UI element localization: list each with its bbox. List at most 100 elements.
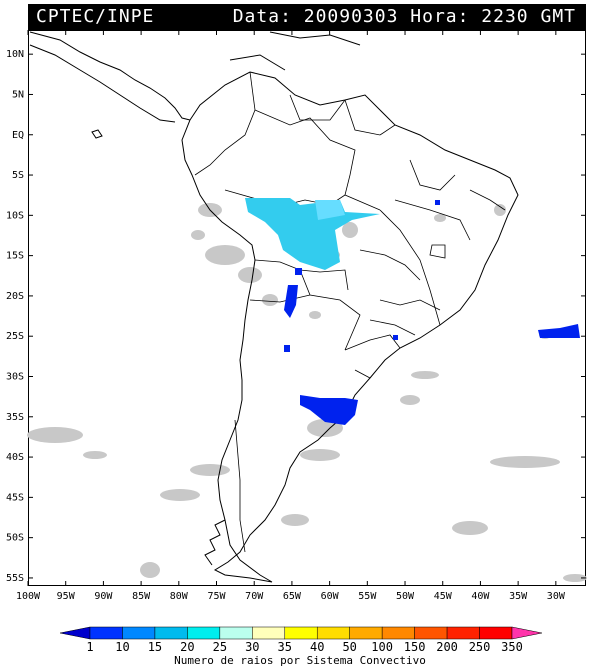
lon-label: 65W — [283, 591, 302, 602]
lon-label: 50W — [396, 591, 415, 602]
border-brazil-states-5 — [359, 249, 421, 281]
lon-label: 70W — [245, 591, 264, 602]
galapagos — [91, 129, 103, 139]
convective-system-blue-2 — [284, 345, 290, 352]
chile-fjords — [204, 519, 226, 566]
lat-label: 15S — [6, 251, 24, 262]
cloud-patch — [281, 514, 309, 526]
legend-value: 30 — [245, 640, 259, 654]
color-legend: 1 10 15 20 25 30 35 40 50 100 150 200 250 350 — [59, 626, 543, 654]
legend-value: 10 — [115, 640, 129, 654]
cloud-patch — [342, 222, 358, 238]
axis-ticks — [27, 30, 586, 586]
border-brazil-states-7 — [369, 319, 416, 336]
legend-swatch — [479, 626, 513, 640]
cloud-patch — [307, 419, 343, 437]
lat-label: 5N — [12, 89, 24, 100]
legend-swatch — [414, 626, 448, 640]
cloud-patch — [160, 489, 200, 501]
border-colombia-ecuador — [194, 71, 256, 176]
border-bolivia-south — [254, 259, 349, 291]
convective-system-blue-small — [393, 335, 398, 340]
legend-value: 15 — [148, 640, 162, 654]
lat-label: 5S — [12, 170, 24, 181]
legend-swatch — [446, 626, 480, 640]
cloud-patch — [140, 562, 160, 578]
legend-swatch — [219, 626, 253, 640]
lon-label: 95W — [57, 591, 76, 602]
legend-value: 50 — [342, 640, 356, 654]
lat-label: 10S — [6, 210, 24, 221]
caribbean-coast-north — [229, 54, 286, 71]
legend-swatch — [252, 626, 286, 640]
convective-system-blue-south — [300, 395, 358, 425]
convective-system-blue-3 — [295, 268, 302, 275]
lon-label: 100W — [16, 591, 41, 602]
longitude-labels: 100W 95W 90W 85W 80W 75W 70W 65W 60W 55W 50W 45W 40W… — [16, 591, 566, 602]
central-america-coast-south — [29, 44, 176, 123]
lon-label: 90W — [94, 591, 113, 602]
coastline — [29, 31, 519, 583]
cloud-patch — [83, 451, 107, 459]
cloud-patch — [434, 214, 446, 222]
legend-value: 1 — [86, 640, 93, 654]
legend-swatch — [89, 626, 123, 640]
border-brazil-states-6 — [379, 299, 441, 311]
lon-label: 45W — [434, 591, 453, 602]
lat-label: 20S — [6, 291, 24, 302]
cloud-patch — [191, 230, 205, 240]
legend-value: 25 — [213, 640, 227, 654]
border-brazil-df — [429, 244, 446, 259]
cloud-patch — [452, 521, 488, 535]
lon-label: 60W — [321, 591, 340, 602]
convective-system-cyan-north — [245, 198, 380, 270]
border-venezuela — [289, 94, 346, 121]
lat-label: 35S — [6, 412, 24, 423]
legend-arrow-right — [511, 626, 543, 640]
lon-label: 30W — [547, 591, 566, 602]
cloud-patch — [494, 204, 506, 216]
cloud-patch — [262, 294, 278, 306]
convective-system-blue-ocean — [538, 324, 580, 338]
legend-value: 100 — [371, 640, 393, 654]
lat-label: 10N — [6, 49, 24, 60]
legend-swatch — [381, 626, 415, 640]
legend-swatch — [122, 626, 156, 640]
lon-label: 75W — [207, 591, 226, 602]
lon-label: 55W — [358, 591, 377, 602]
lon-label: 35W — [509, 591, 528, 602]
convective-system-blue-tiny — [435, 200, 440, 205]
border-chile-argentina-north — [249, 294, 311, 303]
legend-caption: Numero de raios por Sistema Convectivo — [174, 654, 426, 667]
header-source: CPTEC/INPE — [36, 6, 155, 27]
lat-label: 30S — [6, 371, 24, 382]
lat-label: EQ — [12, 130, 24, 141]
cloud-patch — [490, 456, 560, 468]
border-guianas — [344, 99, 396, 136]
legend-value: 40 — [310, 640, 324, 654]
lon-label: 80W — [170, 591, 189, 602]
caribbean-islands — [269, 31, 361, 46]
latitude-labels: 10N 5N EQ 5S 10S 15S 20S 25S 30S 35S 40S 45S 50S 55S — [6, 49, 24, 584]
lat-label: 50S — [6, 533, 24, 544]
border-argentina-brazil — [344, 334, 401, 351]
border-uruguay — [354, 369, 371, 379]
legend-value: 250 — [469, 640, 491, 654]
lon-label: 40W — [471, 591, 490, 602]
border-paraguay — [299, 269, 361, 351]
border-brazil-states-3 — [409, 159, 456, 191]
legend-swatch — [187, 626, 221, 640]
legend-value: 200 — [436, 640, 458, 654]
cloud-patch — [190, 464, 230, 476]
cloud-patch — [27, 427, 83, 443]
legend-swatch — [316, 626, 350, 640]
central-america-coast — [29, 31, 191, 121]
legend-arrow-left — [59, 626, 91, 640]
legend-value: 20 — [180, 640, 194, 654]
cloud-patch — [238, 267, 262, 283]
cloud-patch — [300, 449, 340, 461]
cloud-patch — [400, 395, 420, 405]
cloud-patch — [411, 371, 439, 379]
lat-label: 25S — [6, 331, 24, 342]
